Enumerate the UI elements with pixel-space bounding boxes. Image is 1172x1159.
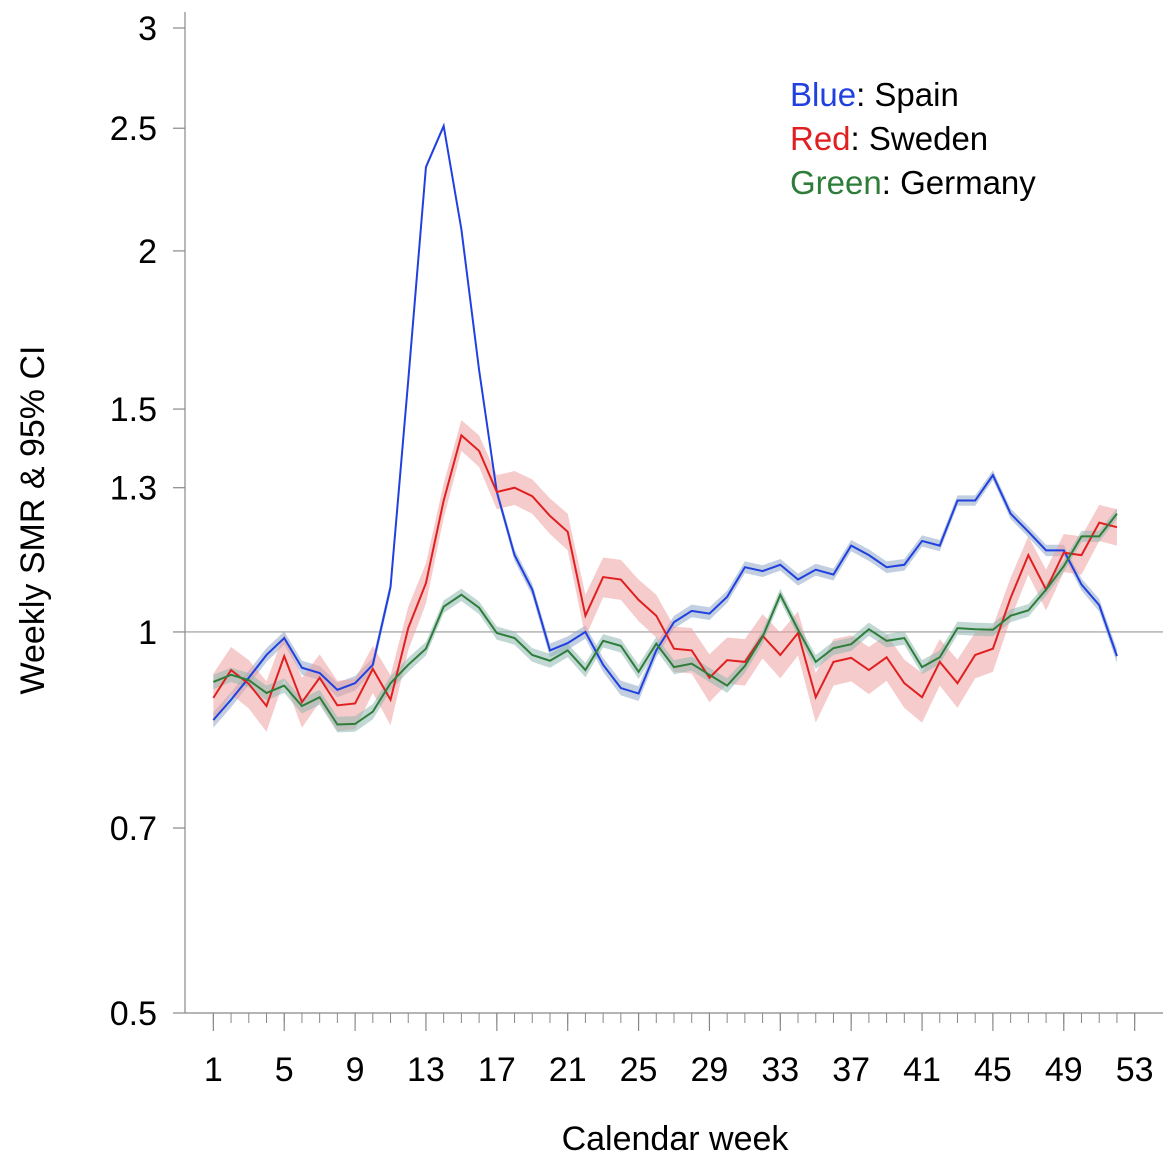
- x-tick-label: 25: [620, 1051, 658, 1089]
- legend-color-word: Green: [790, 164, 882, 201]
- y-axis-label: Weekly SMR & 95% CI: [14, 346, 52, 695]
- ci-band: [213, 420, 1117, 732]
- x-tick-label: 37: [832, 1051, 870, 1089]
- x-tick-label: 41: [903, 1051, 941, 1089]
- x-axis-label: Calendar week: [562, 1120, 790, 1154]
- y-tick-label: 2: [138, 233, 157, 271]
- legend-entry: Green: Germany: [790, 164, 1036, 201]
- x-tick-label: 5: [275, 1051, 294, 1089]
- series-line: [212, 122, 1118, 721]
- x-tick-label: 29: [691, 1051, 729, 1089]
- x-tick-label: 13: [407, 1051, 445, 1089]
- ci-band: [213, 508, 1117, 733]
- x-tick-label: 53: [1116, 1051, 1154, 1089]
- legend-separator: :: [882, 164, 900, 201]
- x-tick-label: 17: [478, 1051, 516, 1089]
- legend-separator: :: [851, 120, 869, 157]
- y-tick-label: 3: [138, 10, 157, 48]
- legend-name: Spain: [874, 76, 958, 113]
- legend-separator: :: [856, 76, 874, 113]
- legend-name: Sweden: [869, 120, 988, 157]
- x-tick-label: 9: [346, 1051, 365, 1089]
- legend-entry: Blue: Spain: [790, 76, 959, 113]
- y-tick-label: 0.5: [110, 995, 157, 1033]
- y-tick-label: 1.5: [110, 391, 157, 429]
- y-tick-label: 0.7: [110, 810, 157, 848]
- series-line: [212, 513, 1118, 726]
- x-tick-label: 33: [761, 1051, 799, 1089]
- x-tick-label: 49: [1045, 1051, 1083, 1089]
- y-tick-label: 2.5: [110, 110, 157, 148]
- y-tick-label: 1.3: [110, 470, 157, 508]
- legend-name: Germany: [900, 164, 1036, 201]
- y-tick-label: 1: [138, 614, 157, 652]
- x-tick-label: 1: [204, 1051, 223, 1089]
- legend-color-word: Red: [790, 120, 851, 157]
- x-tick-label: 45: [974, 1051, 1012, 1089]
- series-line: [212, 433, 1118, 709]
- x-tick-label: 21: [549, 1051, 587, 1089]
- legend-color-word: Blue: [790, 76, 856, 113]
- legend-entry: Red: Sweden: [790, 120, 988, 157]
